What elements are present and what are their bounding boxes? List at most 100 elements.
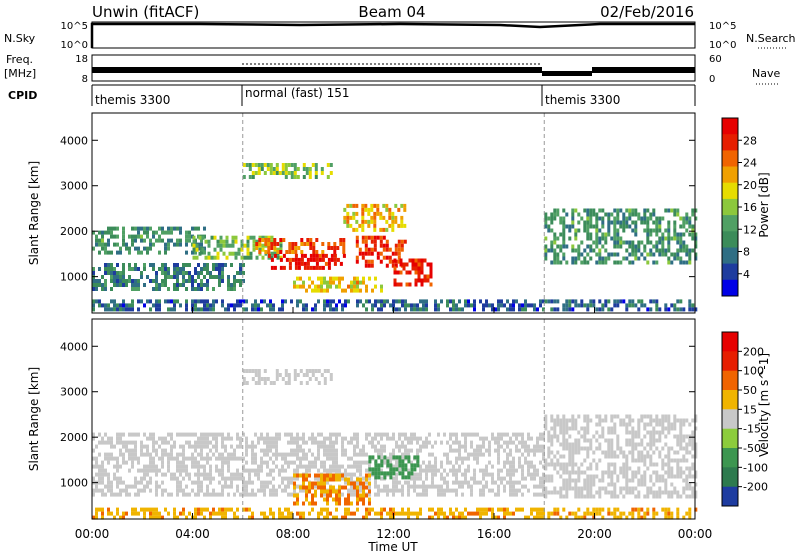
heatmap-cell — [694, 208, 698, 213]
heatmap-cell — [458, 299, 461, 304]
heatmap-cell — [607, 482, 611, 487]
heatmap-cell — [281, 464, 284, 469]
heatmap-cell — [92, 492, 95, 497]
heatmap-cell — [458, 484, 461, 489]
heatmap-cell — [482, 476, 485, 481]
heatmap-cell — [637, 422, 641, 427]
heatmap-cell — [395, 464, 398, 469]
heatmap-cell — [509, 476, 512, 481]
heatmap-cell — [170, 472, 173, 477]
heatmap-cell — [577, 303, 581, 308]
colorbar-swatch — [722, 486, 738, 507]
heatmap-cell — [113, 456, 116, 461]
heatmap-cell — [479, 515, 482, 520]
heatmap-cell — [586, 208, 590, 213]
heatmap-cell — [134, 287, 137, 291]
heatmap-cell — [200, 238, 203, 243]
heatmap-cell — [326, 288, 329, 293]
heatmap-cell — [248, 444, 251, 449]
heatmap-cell — [264, 250, 268, 254]
heatmap-cell — [682, 248, 686, 253]
heatmap-cell — [239, 303, 242, 308]
heatmap-cell — [634, 232, 638, 237]
heatmap-cell — [365, 436, 368, 441]
heatmap-cell — [416, 484, 419, 489]
heatmap-cell — [685, 442, 689, 447]
heatmap-cell — [544, 466, 548, 471]
heatmap-cell — [261, 255, 265, 260]
heatmap-cell — [664, 511, 668, 516]
heatmap-cell — [300, 261, 304, 266]
heatmap-cell — [410, 467, 414, 472]
heatmap-cell — [577, 244, 581, 249]
heatmap-cell — [470, 303, 473, 308]
heatmap-cell — [188, 492, 191, 497]
heatmap-cell — [380, 436, 383, 441]
heatmap-cell — [327, 265, 331, 270]
heatmap-cell — [506, 511, 509, 516]
heatmap-cell — [598, 490, 602, 495]
heatmap-cell — [293, 468, 296, 473]
heatmap-cell — [664, 426, 668, 431]
heatmap-cell — [346, 215, 350, 220]
heatmap-cell — [652, 470, 656, 475]
heatmap-cell — [542, 480, 545, 485]
heatmap-cell — [512, 472, 515, 477]
heatmap-cell — [518, 440, 521, 445]
heatmap-cell — [260, 448, 263, 453]
heatmap-cell — [595, 252, 599, 257]
heatmap-cell — [391, 251, 395, 256]
heatmap-cell — [188, 440, 191, 445]
heatmap-cell — [422, 468, 425, 473]
heatmap-cell — [379, 243, 383, 248]
heatmap-cell — [305, 493, 308, 498]
heatmap-cell — [601, 426, 605, 431]
colorbar-swatch — [722, 467, 738, 488]
heatmap-cell — [287, 381, 291, 385]
heatmap-cell — [107, 476, 110, 481]
heatmap-cell — [173, 511, 176, 516]
heatmap-cell — [335, 493, 338, 498]
heatmap-cell — [173, 440, 176, 445]
heatmap-cell — [547, 438, 551, 443]
heatmap-cell — [146, 226, 149, 231]
heatmap-cell — [149, 226, 152, 231]
heatmap-cell — [284, 515, 287, 520]
heatmap-cell — [326, 303, 329, 308]
heatmap-cell — [634, 434, 638, 439]
heatmap-cell — [419, 307, 422, 312]
heatmap-cell — [272, 492, 275, 497]
heatmap-cell — [206, 492, 209, 497]
heatmap-cell — [667, 458, 671, 463]
heatmap-cell — [347, 488, 350, 493]
heatmap-cell — [619, 515, 623, 520]
heatmap-cell — [263, 381, 267, 385]
heatmap-cell — [574, 418, 578, 423]
heatmap-cell — [410, 440, 413, 445]
heatmap-cell — [394, 219, 398, 224]
heatmap-cell — [646, 442, 650, 447]
heatmap-cell — [227, 468, 230, 473]
heatmap-cell — [530, 448, 533, 453]
heatmap-cell — [658, 224, 662, 229]
heatmap-cell — [329, 373, 333, 377]
heatmap-cell — [527, 444, 530, 449]
heatmap-cell — [431, 468, 434, 473]
heatmap-cell — [293, 448, 296, 453]
heatmap-cell — [643, 474, 647, 479]
heatmap-cell — [559, 220, 563, 225]
heatmap-cell — [667, 248, 671, 253]
heatmap-cell — [676, 515, 680, 520]
heatmap-cell — [521, 440, 524, 445]
heatmap-cell — [413, 488, 416, 493]
heatmap-cell — [631, 208, 635, 213]
heatmap-cell — [323, 477, 326, 482]
heatmap-cell — [610, 454, 614, 459]
heatmap-cell — [344, 501, 347, 506]
heatmap-cell — [622, 418, 626, 423]
heatmap-cell — [676, 232, 680, 237]
heatmap-cell — [562, 486, 566, 491]
heatmap-cell — [604, 450, 608, 455]
heatmap-cell — [425, 476, 428, 481]
heatmap-cell — [398, 488, 401, 493]
